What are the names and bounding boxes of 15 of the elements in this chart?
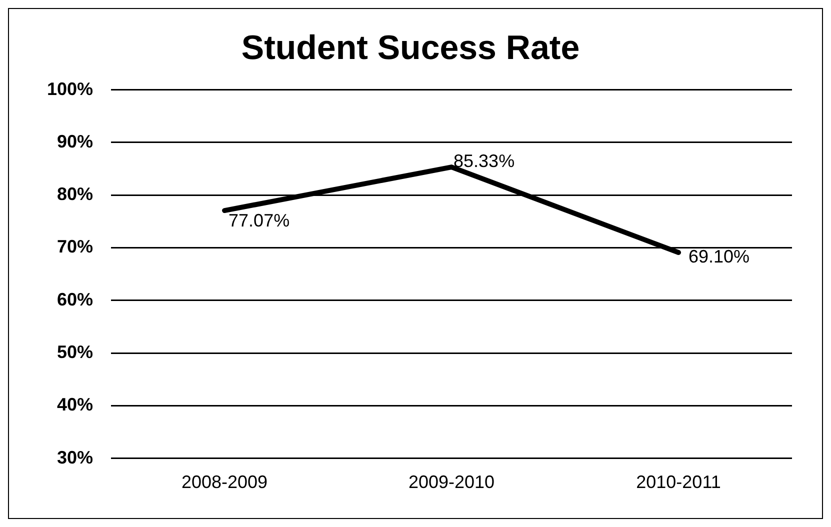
data-label: 69.10%	[688, 246, 750, 266]
y-tick-label: 30%	[57, 447, 94, 468]
y-tick-label: 80%	[57, 184, 94, 204]
chart-title: Student Sucess Rate	[241, 28, 580, 67]
x-tick-label: 2008-2009	[181, 472, 268, 492]
data-label: 77.07%	[228, 210, 290, 231]
y-tick-label: 60%	[57, 289, 94, 310]
x-tick-label: 2010-2011	[636, 472, 721, 492]
y-tick-label: 40%	[57, 394, 94, 415]
data-label: 85.33%	[454, 151, 515, 172]
y-tick-label: 50%	[57, 342, 94, 362]
y-tick-label: 100%	[46, 78, 94, 99]
y-tick-label: 90%	[57, 131, 94, 152]
x-tick-label: 2009-2010	[408, 472, 495, 492]
y-tick-label: 70%	[57, 236, 94, 257]
